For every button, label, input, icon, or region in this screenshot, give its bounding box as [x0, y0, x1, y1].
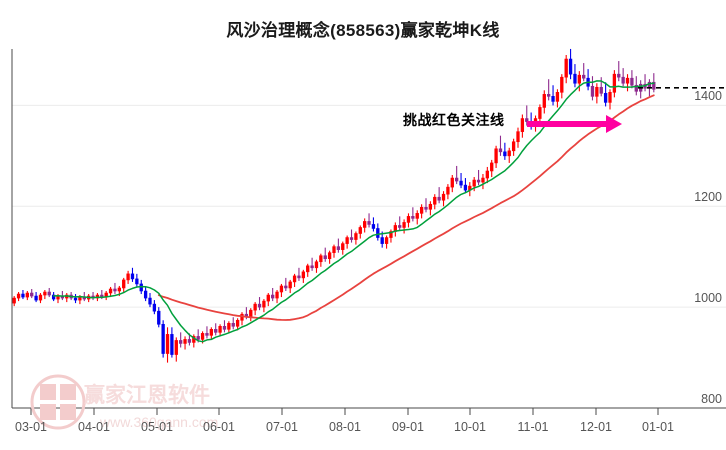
- x-axis-tick: 09-01: [392, 420, 424, 434]
- x-axis-tick: 03-01: [15, 420, 47, 434]
- axis-lines: [11, 49, 726, 415]
- x-axis-tick: 05-01: [141, 420, 173, 434]
- y-axis-tick: 800: [701, 392, 722, 406]
- x-axis-tick: 08-01: [329, 420, 361, 434]
- ma-long-line: [157, 94, 655, 321]
- y-axis-tick: 1000: [694, 291, 722, 306]
- x-axis-tick: 12-01: [580, 420, 612, 434]
- y-axis-tick: 1400: [694, 89, 722, 104]
- x-axis-tick: 01-01: [642, 420, 674, 434]
- y-axis-tick: 1200: [694, 190, 722, 205]
- candlestick-series: [12, 48, 656, 363]
- x-axis-tick: 11-01: [517, 420, 549, 434]
- x-axis-tick: 06-01: [203, 420, 235, 434]
- ma-short-line: [52, 80, 655, 343]
- x-axis-tick: 07-01: [266, 420, 298, 434]
- page-title: 风沙治理概念(858563)赢家乾坤K线: [226, 21, 500, 40]
- watermark-seal-icon: [30, 374, 86, 430]
- watermark-url: www.360gann.com: [100, 414, 219, 430]
- x-axis-tick: 10-01: [454, 420, 486, 434]
- annotation-arrow: [527, 115, 622, 133]
- annotation-label: 挑战红色关注线: [403, 112, 505, 128]
- x-axis-tick: 04-01: [78, 420, 110, 434]
- gridlines: [12, 104, 726, 409]
- watermark-brand: 赢家江恩软件: [84, 384, 210, 407]
